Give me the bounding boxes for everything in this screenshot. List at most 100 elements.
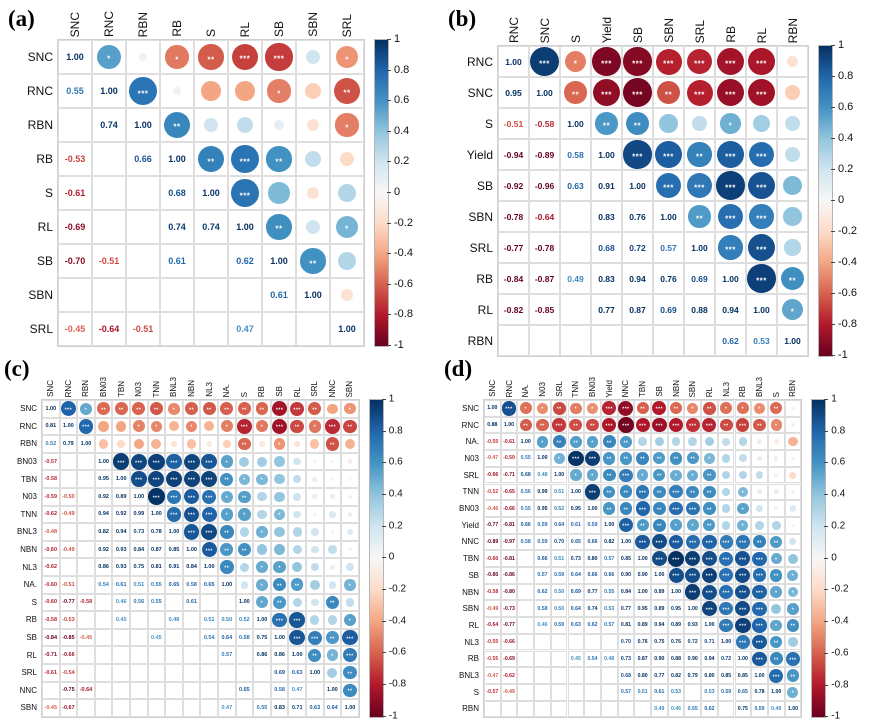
corr-cell <box>784 416 802 434</box>
corr-value: 0.80 <box>587 555 598 562</box>
corr-cell <box>717 450 735 467</box>
corr-value: 1.00 <box>304 290 322 300</box>
corr-cell <box>306 470 324 488</box>
corr-value: 0.57 <box>604 555 615 562</box>
col-label-text: NBN <box>187 380 197 397</box>
colorbar-tick <box>381 589 386 591</box>
corr-cell <box>484 700 501 718</box>
corr-cell <box>653 108 684 139</box>
corr-value: 1.00 <box>753 304 770 315</box>
corr-cell: 0.81 <box>147 558 166 576</box>
corr-cell: 0.66 <box>534 550 551 567</box>
corr-cell: -0.57 <box>42 452 60 471</box>
corr-cell: -0.52 <box>484 483 501 501</box>
significance-stars: *** <box>756 59 767 69</box>
corr-cell: *** <box>751 600 768 618</box>
colorbar-tick <box>831 138 835 139</box>
corr-value: 0.54 <box>203 634 215 641</box>
corr-value: -0.94 <box>503 149 524 160</box>
corr-cell: 0.94 <box>622 263 653 294</box>
corr-cell <box>498 325 529 356</box>
corr-cell: -0.46 <box>484 500 501 517</box>
significance-stars: ** <box>136 407 142 414</box>
significance-stars: ** <box>695 214 704 224</box>
corr-cell: ** <box>270 593 289 612</box>
corr-cell <box>784 550 802 567</box>
corr-cell <box>341 488 359 506</box>
significance-stars: * <box>691 473 694 480</box>
significance-stars: *** <box>170 512 178 519</box>
col-label-RL: RL <box>701 362 718 397</box>
corr-cell: ** <box>767 400 785 417</box>
corr-value: 0.71 <box>291 704 303 711</box>
corr-circle: *** <box>702 534 717 550</box>
corr-circle: *** <box>669 501 683 516</box>
corr-circle <box>222 439 231 449</box>
corr-cell <box>235 558 254 576</box>
significance-stars: *** <box>755 607 764 614</box>
corr-cell <box>194 312 228 346</box>
corr-value: 0.90 <box>637 572 648 579</box>
corr-cell <box>200 681 218 700</box>
corr-circle: * <box>256 561 268 574</box>
corr-cell: ** <box>777 263 808 294</box>
significance-stars: *** <box>205 548 213 555</box>
corr-value: 1.00 <box>270 256 288 266</box>
corr-value: 0.94 <box>98 511 109 518</box>
corr-cell: -0.55 <box>484 633 501 651</box>
corr-cell: 0.66 <box>584 567 601 584</box>
corr-cell: ** <box>550 433 568 451</box>
corr-cell: 0.73 <box>130 523 148 541</box>
corr-cell <box>534 650 551 668</box>
significance-stars: * <box>345 122 349 132</box>
corr-cell: ** <box>600 433 618 451</box>
significance-stars: *** <box>539 59 550 69</box>
corr-circle <box>206 441 212 447</box>
corr-cell: 1.00 <box>550 466 568 484</box>
corr-circle <box>348 547 352 552</box>
corr-value: 0.74 <box>202 222 220 232</box>
corr-cell <box>182 699 201 717</box>
corr-circle: *** <box>567 450 584 467</box>
corr-value: 0.48 <box>168 616 180 623</box>
corr-cell: * <box>784 583 802 601</box>
corr-cell <box>341 593 359 612</box>
corr-cell <box>567 633 585 651</box>
row-label-NA.: NA. <box>23 580 37 590</box>
col-label-text: SNC <box>487 380 497 397</box>
corr-circle: *** <box>290 401 305 416</box>
corr-cell: 1.00 <box>58 40 92 74</box>
corr-cell: * <box>253 523 271 541</box>
significance-stars: ** <box>633 121 642 131</box>
significance-stars: *** <box>725 59 736 69</box>
corr-cell: ** <box>235 400 254 418</box>
significance-stars: *** <box>694 59 705 69</box>
corr-circle: *** <box>719 551 734 566</box>
significance-stars: *** <box>275 407 284 414</box>
corr-cell: 1.00 <box>534 450 551 467</box>
corr-cell <box>717 516 735 534</box>
corr-cell: -0.53 <box>59 611 78 629</box>
significance-stars: *** <box>601 59 612 69</box>
significance-stars: *** <box>725 90 736 100</box>
corr-value: 1.00 <box>737 655 748 662</box>
significance-stars: ** <box>259 407 265 414</box>
corr-circle: *** <box>719 602 733 616</box>
corr-cell: -0.62 <box>500 667 518 684</box>
row-label-SNC: SNC <box>462 403 479 413</box>
significance-stars: *** <box>117 460 125 467</box>
significance-stars: * <box>674 523 678 530</box>
corr-cell: * <box>584 400 601 417</box>
corr-cell: * <box>330 210 364 244</box>
corr-cell <box>584 633 601 651</box>
corr-cell: 0.64 <box>550 516 568 534</box>
colorbar-tick-label: -0.6 <box>831 647 849 659</box>
colorbar-tick-label: 0 <box>831 552 837 564</box>
corr-circle: * <box>770 552 782 565</box>
corr-cell: 0.63 <box>560 170 591 201</box>
colorbar-tick-label: 0.2 <box>831 520 846 532</box>
corr-cell <box>165 593 183 612</box>
corr-value: 1.00 <box>754 672 765 679</box>
colorbar-tick <box>381 399 386 400</box>
corr-value: -0.60 <box>44 546 58 553</box>
